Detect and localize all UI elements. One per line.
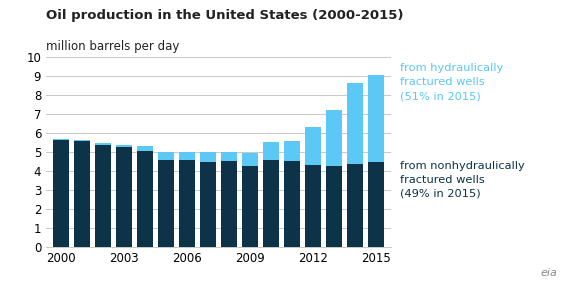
Bar <box>95 145 110 247</box>
Bar <box>158 152 174 160</box>
Text: from hydraulically
fractured wells
(51% in 2015): from hydraulically fractured wells (51% … <box>400 63 503 101</box>
Bar <box>200 152 216 162</box>
Bar <box>137 146 153 151</box>
Text: million barrels per day: million barrels per day <box>46 40 179 53</box>
Bar <box>305 127 321 165</box>
Bar <box>242 154 258 166</box>
Bar <box>179 152 195 160</box>
Bar <box>221 152 237 161</box>
Text: eia: eia <box>541 268 558 278</box>
Bar <box>74 141 90 247</box>
Bar <box>305 165 321 247</box>
Bar <box>263 160 279 247</box>
Bar <box>326 110 342 166</box>
Bar <box>284 141 300 161</box>
Text: from nonhydraulically
fractured wells
(49% in 2015): from nonhydraulically fractured wells (4… <box>400 161 524 199</box>
Bar <box>95 143 110 145</box>
Bar <box>158 160 174 247</box>
Bar <box>326 166 342 247</box>
Bar <box>347 164 363 247</box>
Bar <box>179 160 195 247</box>
Text: Oil production in the United States (2000-2015): Oil production in the United States (200… <box>46 9 404 22</box>
Bar <box>53 139 68 140</box>
Bar <box>263 142 279 160</box>
Bar <box>116 147 132 247</box>
Bar <box>116 146 132 147</box>
Bar <box>200 162 216 247</box>
Bar <box>369 162 384 247</box>
Bar <box>242 166 258 247</box>
Bar <box>221 161 237 247</box>
Bar <box>74 140 90 141</box>
Bar <box>284 161 300 247</box>
Bar <box>53 140 68 247</box>
Bar <box>369 75 384 162</box>
Bar <box>137 151 153 247</box>
Bar <box>347 83 363 164</box>
